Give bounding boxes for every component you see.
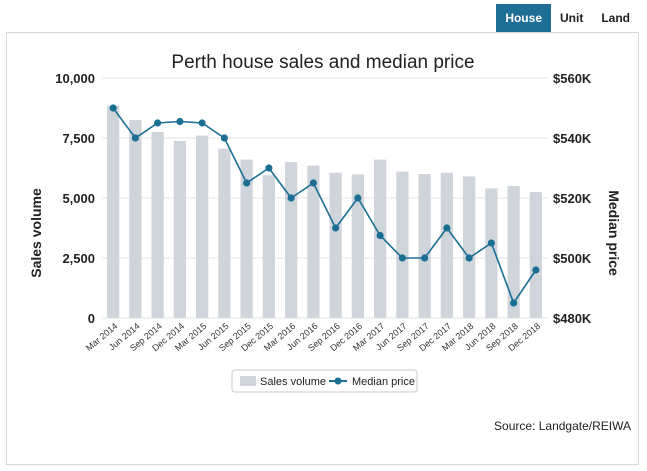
legend-label-median-price[interactable]: Median price xyxy=(352,376,415,388)
sales-volume-bar[interactable] xyxy=(351,174,364,318)
tab-house[interactable]: House xyxy=(496,4,551,32)
legend-label-sales-volume[interactable]: Sales volume xyxy=(260,376,326,388)
sales-volume-bar[interactable] xyxy=(240,159,253,318)
median-price-point[interactable] xyxy=(309,179,317,187)
sales-volume-bar[interactable] xyxy=(529,192,542,318)
median-price-point[interactable] xyxy=(465,254,473,262)
legend-marker-median-price xyxy=(334,377,342,385)
gridlines xyxy=(102,77,547,319)
sales-volume-bar[interactable] xyxy=(485,188,498,318)
sales-volume-bar[interactable] xyxy=(218,148,231,318)
median-price-line xyxy=(112,107,537,305)
median-price-point[interactable] xyxy=(354,194,362,202)
chart-title: Perth house sales and median price xyxy=(171,52,474,73)
chart-svg: Perth house sales and median price 0 2,50… xyxy=(28,52,631,433)
median-price-point[interactable] xyxy=(220,134,228,142)
median-price-point[interactable] xyxy=(131,134,139,142)
median-price-point[interactable] xyxy=(376,231,384,240)
y-axis-left-ticks: 0 2,500 5,000 7,500 10,000 xyxy=(55,71,95,326)
median-price-point[interactable] xyxy=(287,194,295,202)
sales-volume-bar[interactable] xyxy=(418,174,431,318)
y-left-tick-label: 0 xyxy=(88,311,95,326)
sales-volume-bar[interactable] xyxy=(151,132,164,318)
median-price-point[interactable] xyxy=(421,254,429,262)
median-price-point[interactable] xyxy=(487,239,495,247)
median-price-point[interactable] xyxy=(198,119,206,127)
chart-panel: Perth house sales and median price 0 2,50… xyxy=(6,32,639,465)
sales-volume-bar[interactable] xyxy=(463,176,476,318)
source-note: Source: Landgate/REIWA xyxy=(494,419,631,433)
tab-unit[interactable]: Unit xyxy=(560,11,584,25)
legend: Sales volume Median price xyxy=(231,369,418,393)
tab-land[interactable]: Land xyxy=(601,11,630,25)
y-right-tick-label: $560K xyxy=(553,71,592,86)
median-price-point[interactable] xyxy=(243,179,251,187)
median-price-point[interactable] xyxy=(398,254,406,262)
y-right-tick-label: $480K xyxy=(553,311,592,326)
sales-volume-bar[interactable] xyxy=(196,135,209,318)
median-price-point[interactable] xyxy=(532,266,540,274)
sales-volume-bar[interactable] xyxy=(329,172,342,318)
y-left-tick-label: 5,000 xyxy=(62,191,95,206)
y-right-tick-label: $520K xyxy=(553,191,592,206)
y-left-tick-label: 7,500 xyxy=(62,131,95,146)
median-price-point[interactable] xyxy=(154,119,162,127)
median-price-point[interactable] xyxy=(510,299,518,307)
y-axis-right-title: Median price xyxy=(606,190,622,276)
median-price-point[interactable] xyxy=(265,164,273,172)
sales-volume-bar[interactable] xyxy=(396,171,409,318)
y-axis-right-ticks: $480K $500K $520K $540K $560K xyxy=(553,71,592,326)
sales-volume-bar[interactable] xyxy=(107,105,120,318)
property-type-tabs: House Unit Land xyxy=(496,4,639,32)
sales-volume-bar[interactable] xyxy=(507,186,520,318)
line-series xyxy=(109,104,540,307)
median-price-point[interactable] xyxy=(443,224,451,232)
y-right-tick-label: $540K xyxy=(553,131,592,146)
sales-volume-bar[interactable] xyxy=(129,120,142,318)
median-price-point[interactable] xyxy=(332,224,340,232)
y-left-tick-label: 10,000 xyxy=(55,71,95,86)
y-axis-left-title: Sales volume xyxy=(28,188,44,278)
legend-box xyxy=(231,369,418,393)
median-price-point[interactable] xyxy=(176,117,184,126)
sales-volume-bar[interactable] xyxy=(173,140,186,318)
sales-volume-bar[interactable] xyxy=(262,175,275,318)
median-price-point[interactable] xyxy=(109,104,117,112)
y-left-tick-label: 2,500 xyxy=(62,251,95,266)
sales-volume-bar[interactable] xyxy=(285,162,298,318)
bar-series xyxy=(107,105,542,318)
sales-volume-bar[interactable] xyxy=(440,172,453,318)
y-right-tick-label: $500K xyxy=(553,251,592,266)
legend-swatch-sales-volume xyxy=(240,376,256,386)
sales-volume-bar[interactable] xyxy=(307,165,320,318)
